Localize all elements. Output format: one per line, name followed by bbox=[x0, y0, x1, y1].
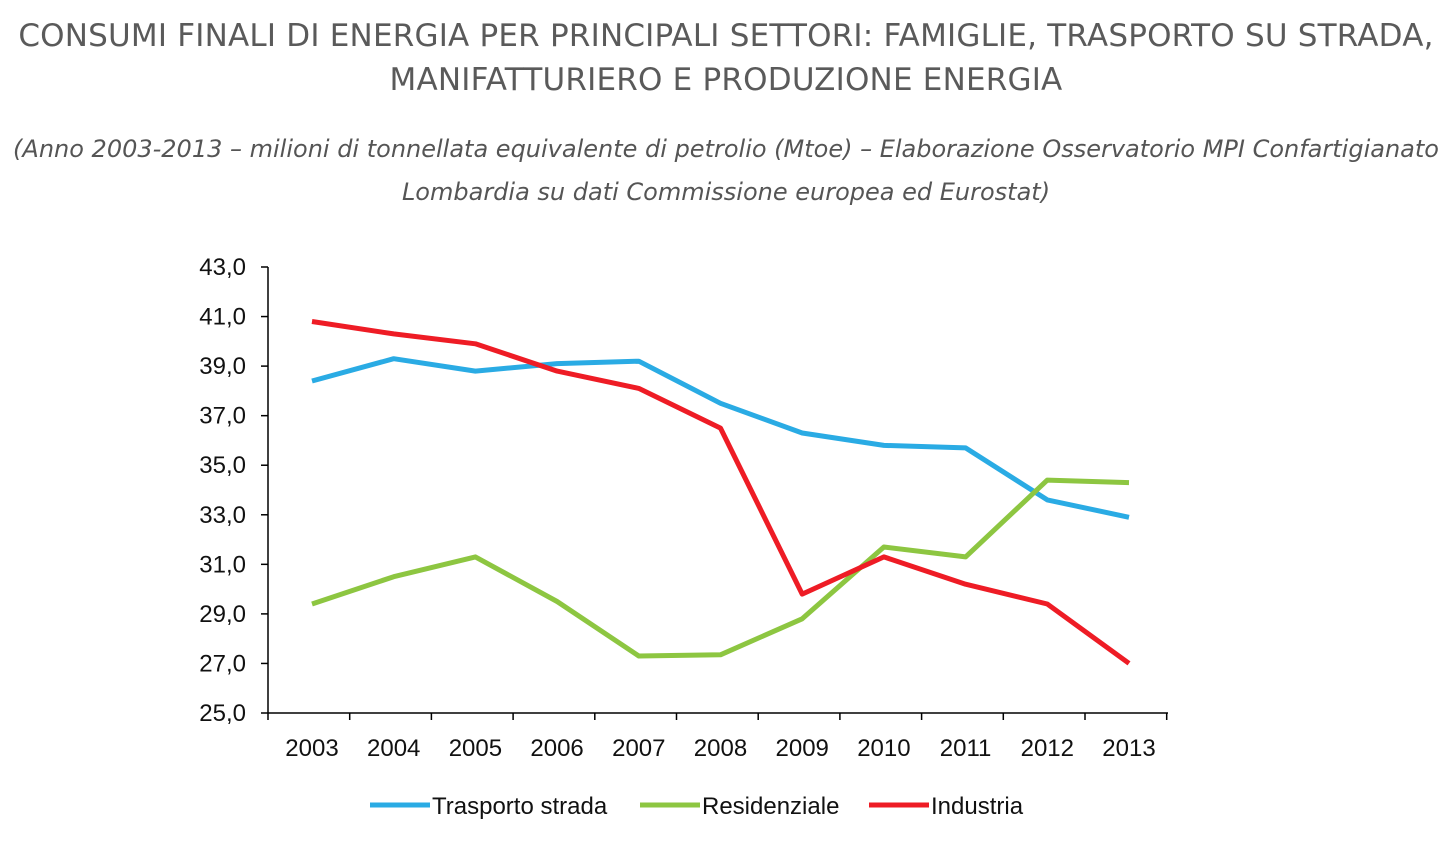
chart-subtitle-line-2: Lombardia su dati Commissione europea ed… bbox=[401, 178, 1051, 206]
x-tick-label: 2005 bbox=[449, 735, 502, 762]
legend-label: Trasporto strada bbox=[432, 793, 608, 820]
x-tick-label: 2006 bbox=[530, 735, 583, 762]
y-tick-label: 31,0 bbox=[199, 551, 246, 578]
chart-subtitle-line-1: (Anno 2003-2013 – milioni di tonnellata … bbox=[13, 135, 1439, 163]
x-tick-label: 2008 bbox=[694, 735, 747, 762]
chart-subtitle: (Anno 2003-2013 – milioni di tonnellata … bbox=[0, 128, 1452, 214]
y-tick-label: 25,0 bbox=[199, 700, 246, 727]
x-tick-label: 2004 bbox=[367, 735, 420, 762]
x-tick-label: 2011 bbox=[940, 735, 992, 762]
chart-title: CONSUMI FINALI DI ENERGIA PER PRINCIPALI… bbox=[0, 14, 1452, 102]
x-tick-label: 2003 bbox=[285, 735, 338, 762]
x-tick-label: 2012 bbox=[1021, 735, 1074, 762]
y-tick-label: 29,0 bbox=[199, 601, 246, 628]
y-tick-label: 41,0 bbox=[199, 304, 246, 331]
y-tick-label: 33,0 bbox=[199, 502, 246, 529]
x-tick-label: 2013 bbox=[1102, 735, 1155, 762]
legend-label: Industria bbox=[931, 793, 1024, 820]
y-tick-label: 37,0 bbox=[199, 403, 246, 430]
legend-label: Residenziale bbox=[702, 793, 839, 820]
series-line-trasporto-strada bbox=[311, 356, 1130, 520]
y-tick-label: 27,0 bbox=[199, 650, 246, 677]
y-tick-label: 39,0 bbox=[199, 353, 246, 380]
x-tick-label: 2010 bbox=[857, 735, 910, 762]
chart-axes: 25,0 27,0 29,0 31,0 33,0 35,0 37,0 39,0 41,0 43,0… bbox=[199, 254, 1168, 762]
series-line-residenziale bbox=[311, 477, 1130, 659]
chart-legend: Trasporto strada Residenziale Industria bbox=[370, 793, 1024, 820]
chart-title-line-2: MANIFATTURIERO E PRODUZIONE ENERGIA bbox=[389, 62, 1063, 98]
x-tick-label: 2009 bbox=[776, 735, 829, 762]
y-tick-label: 35,0 bbox=[199, 452, 246, 479]
y-tick-label: 43,0 bbox=[199, 254, 246, 281]
chart-series bbox=[311, 319, 1131, 666]
series-line-industria bbox=[311, 319, 1131, 666]
chart-title-line-1: CONSUMI FINALI DI ENERGIA PER PRINCIPALI… bbox=[18, 18, 1434, 54]
x-tick-label: 2007 bbox=[612, 735, 665, 762]
